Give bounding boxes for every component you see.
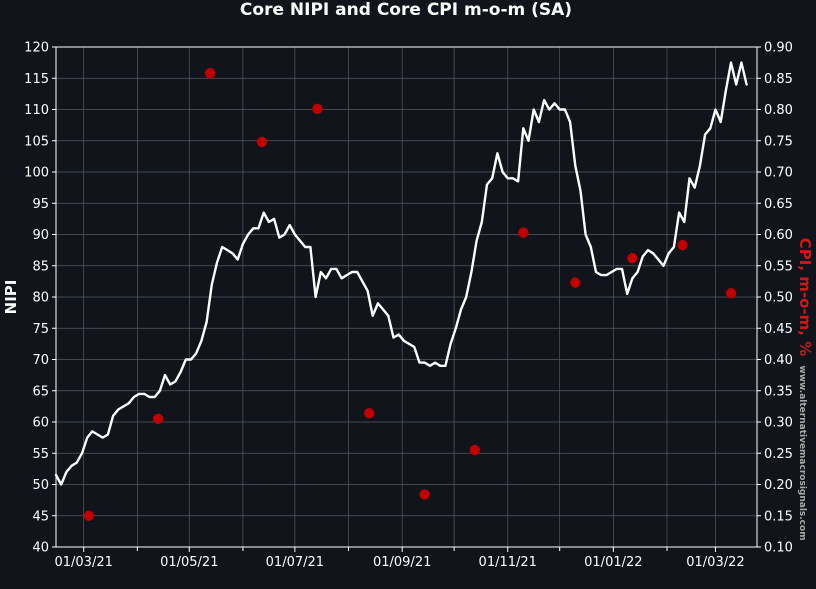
left-tick-label: 55 (32, 447, 49, 462)
cpi-point (256, 136, 268, 148)
right-tick-label: 0.40 (764, 353, 793, 368)
left-tick-label: 115 (24, 72, 49, 87)
right-tick-label: 0.50 (764, 291, 793, 306)
left-tick-label: 105 (24, 134, 49, 149)
x-tick-label: 01/11/21 (479, 555, 537, 570)
left-tick-label: 45 (32, 509, 49, 524)
x-tick-label: 01/01/22 (584, 555, 642, 570)
right-tick-label: 0.30 (764, 416, 793, 431)
left-tick-label: 95 (32, 197, 49, 212)
x-tick-label: 01/03/21 (54, 555, 112, 570)
right-tick-label: 0.15 (764, 509, 793, 524)
right-tick-label: 0.85 (764, 72, 793, 87)
x-tick-label: 01/03/22 (686, 555, 744, 570)
cpi-point (419, 489, 430, 500)
left-tick-label: 75 (32, 322, 49, 337)
left-tick-label: 65 (32, 384, 49, 399)
left-axis-label: NIPI (2, 280, 20, 315)
left-tick-label: 110 (24, 103, 49, 118)
nipi-line (54, 61, 748, 486)
right-tick-label: 0.45 (764, 322, 793, 337)
cpi-point (312, 103, 323, 115)
left-tick-label: 120 (24, 41, 49, 56)
right-tick-label: 0.60 (764, 228, 793, 243)
right-tick-label: 0.25 (764, 447, 793, 462)
left-tick-label: 40 (32, 541, 49, 556)
left-tick-label: 80 (32, 291, 49, 306)
cpi-point (627, 253, 638, 264)
cpi-point (469, 444, 481, 456)
cpi-point (152, 413, 164, 425)
cpi-point (364, 408, 375, 419)
grid (56, 46, 757, 548)
nipi-series (54, 61, 748, 486)
x-tick-label: 01/09/21 (373, 555, 431, 570)
right-axis-label: CPI, m-o-m, % (796, 238, 814, 356)
cpi-point (518, 227, 529, 238)
left-tick-label: 60 (32, 416, 49, 431)
cpi-point (570, 277, 581, 288)
cpi-point (204, 68, 216, 79)
chart-title: Core NIPI and Core CPI m-o-m (SA) (240, 0, 572, 20)
watermark: www.alternativemacrosignals.com (797, 365, 807, 540)
left-tick-label: 90 (32, 228, 49, 243)
right-tick-label: 0.75 (764, 134, 793, 149)
cpi-point (83, 510, 95, 521)
cpi-point (725, 288, 737, 299)
left-tick-label: 85 (32, 259, 49, 274)
left-tick-label: 100 (24, 166, 49, 181)
x-tick-label: 01/05/21 (160, 555, 218, 570)
cpi-point (677, 239, 688, 251)
right-tick-label: 0.10 (764, 541, 793, 556)
x-tick-label: 01/07/21 (266, 555, 324, 570)
right-tick-label: 0.55 (764, 259, 793, 274)
right-tick-label: 0.35 (764, 384, 793, 399)
right-axis-ticks: 0.10 0.15 0.20 0.25 0.30 0.35 0.40 0.45 0.50 0.55… (757, 41, 793, 556)
right-tick-label: 0.80 (764, 103, 793, 118)
left-tick-label: 70 (32, 353, 49, 368)
right-tick-label: 0.20 (764, 478, 793, 493)
right-tick-label: 0.70 (764, 166, 793, 181)
left-tick-label: 50 (32, 478, 49, 493)
cpi-series (83, 68, 737, 521)
left-axis-ticks: 40 45 50 55 60 65 70 75 80 85 90 95 100 105 110 115 120 (24, 41, 56, 556)
right-tick-label: 0.65 (764, 197, 793, 212)
x-axis-ticks: 01/03/21 01/05/21 01/07/21 01/09/21 01/11/21… (54, 547, 745, 570)
right-tick-label: 0.90 (764, 41, 793, 56)
